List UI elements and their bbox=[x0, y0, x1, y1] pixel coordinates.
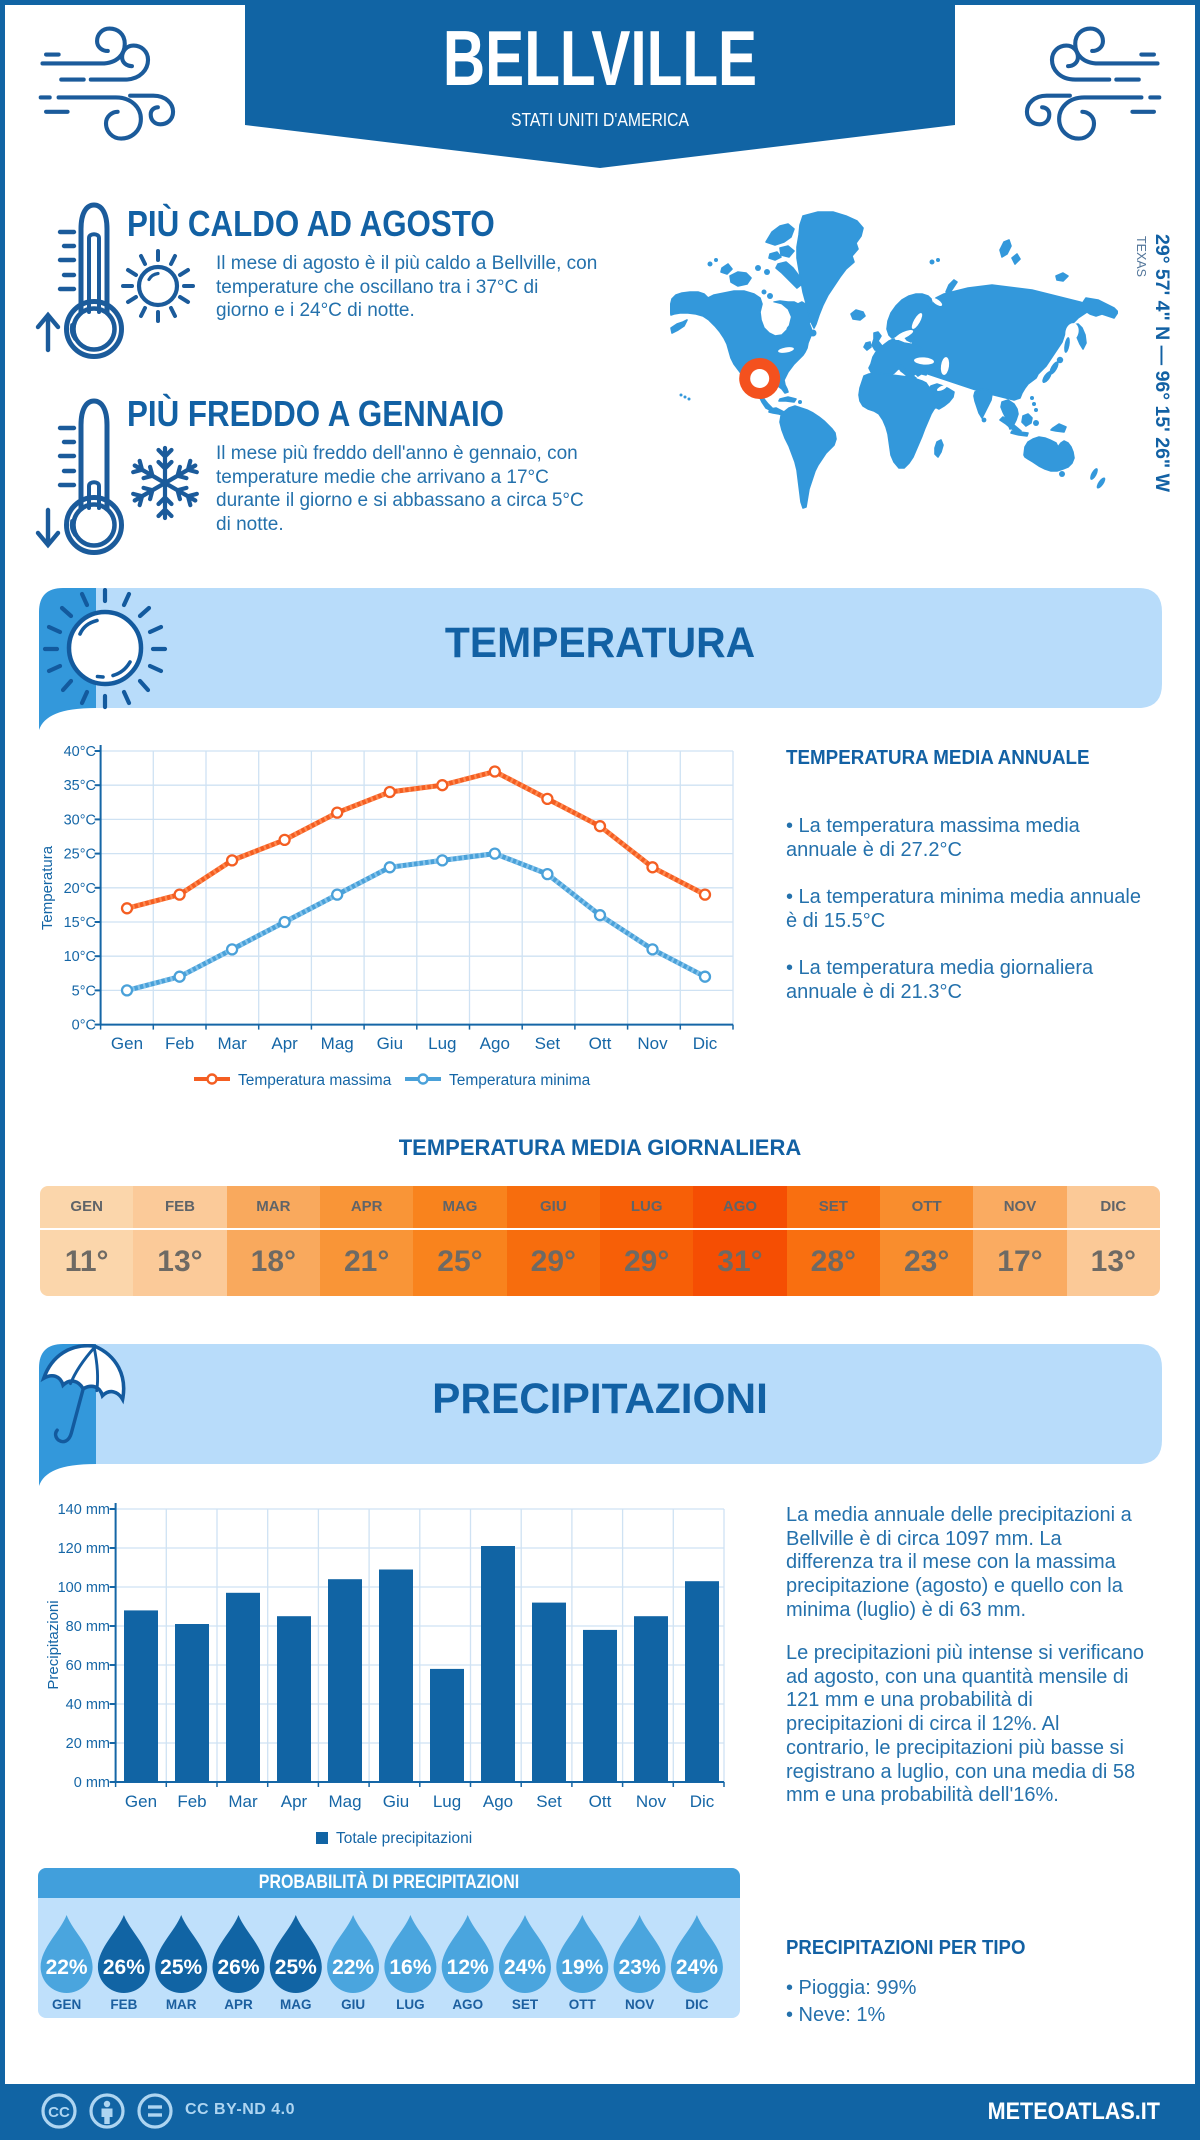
svg-text:25°C: 25°C bbox=[64, 847, 96, 863]
svg-text:Mag: Mag bbox=[328, 1792, 361, 1811]
svg-text:26%: 26% bbox=[103, 1956, 145, 1979]
svg-text:FEB: FEB bbox=[110, 1997, 137, 2012]
svg-text:0 mm: 0 mm bbox=[74, 1775, 110, 1791]
svg-text:CC: CC bbox=[48, 2104, 70, 2121]
svg-text:10°C: 10°C bbox=[64, 949, 96, 965]
svg-text:25%: 25% bbox=[160, 1956, 202, 1979]
svg-text:GIU: GIU bbox=[341, 1997, 365, 2012]
svg-text:Gen: Gen bbox=[125, 1792, 157, 1811]
svg-text:Dic: Dic bbox=[690, 1792, 715, 1811]
svg-text:AGO: AGO bbox=[452, 1997, 483, 2012]
svg-text:LUG: LUG bbox=[396, 1997, 425, 2012]
svg-text:0°C: 0°C bbox=[72, 1018, 96, 1034]
svg-text:Temperatura minima: Temperatura minima bbox=[449, 1072, 591, 1089]
svg-text:40°C: 40°C bbox=[64, 744, 96, 760]
svg-text:24%: 24% bbox=[676, 1956, 718, 1979]
svg-text:26%: 26% bbox=[217, 1956, 259, 1979]
svg-text:Temperatura massima: Temperatura massima bbox=[238, 1072, 392, 1089]
svg-text:APR: APR bbox=[224, 1997, 253, 2012]
svg-text:Lug: Lug bbox=[433, 1792, 461, 1811]
svg-text:12%: 12% bbox=[447, 1956, 489, 1979]
svg-text:35°C: 35°C bbox=[64, 778, 96, 794]
svg-text:Feb: Feb bbox=[165, 1034, 194, 1053]
svg-text:25%: 25% bbox=[275, 1956, 317, 1979]
svg-text:Ott: Ott bbox=[589, 1792, 612, 1811]
svg-text:Nov: Nov bbox=[636, 1792, 667, 1811]
svg-text:SET: SET bbox=[512, 1997, 539, 2012]
svg-text:20°C: 20°C bbox=[64, 881, 96, 897]
svg-text:Gen: Gen bbox=[111, 1034, 143, 1053]
svg-text:Ago: Ago bbox=[483, 1792, 513, 1811]
svg-text:80 mm: 80 mm bbox=[66, 1619, 110, 1635]
svg-text:Nov: Nov bbox=[637, 1034, 668, 1053]
svg-text:OTT: OTT bbox=[569, 1997, 597, 2012]
svg-text:Mar: Mar bbox=[228, 1792, 258, 1811]
svg-text:40 mm: 40 mm bbox=[66, 1697, 110, 1713]
svg-text:19%: 19% bbox=[561, 1956, 603, 1979]
svg-text:NOV: NOV bbox=[625, 1997, 654, 2012]
svg-text:GEN: GEN bbox=[52, 1997, 81, 2012]
svg-text:Set: Set bbox=[535, 1034, 561, 1053]
svg-text:Mag: Mag bbox=[321, 1034, 354, 1053]
svg-text:MAG: MAG bbox=[280, 1997, 312, 2012]
svg-text:Ago: Ago bbox=[480, 1034, 510, 1053]
svg-text:140 mm: 140 mm bbox=[58, 1502, 110, 1518]
svg-text:16%: 16% bbox=[389, 1956, 431, 1979]
svg-text:24%: 24% bbox=[504, 1956, 546, 1979]
svg-text:5°C: 5°C bbox=[72, 983, 96, 999]
svg-text:15°C: 15°C bbox=[64, 915, 96, 931]
svg-text:Lug: Lug bbox=[428, 1034, 456, 1053]
svg-text:Mar: Mar bbox=[217, 1034, 247, 1053]
svg-text:100 mm: 100 mm bbox=[58, 1580, 110, 1596]
svg-text:Apr: Apr bbox=[271, 1034, 298, 1053]
svg-text:Feb: Feb bbox=[177, 1792, 206, 1811]
svg-text:Dic: Dic bbox=[693, 1034, 718, 1053]
svg-text:20 mm: 20 mm bbox=[66, 1736, 110, 1752]
svg-text:DIC: DIC bbox=[685, 1997, 709, 2012]
svg-text:Precipitazioni: Precipitazioni bbox=[45, 1600, 62, 1689]
svg-text:22%: 22% bbox=[46, 1956, 88, 1979]
svg-text:22%: 22% bbox=[332, 1956, 374, 1979]
svg-text:60 mm: 60 mm bbox=[66, 1658, 110, 1674]
svg-text:Set: Set bbox=[536, 1792, 562, 1811]
svg-text:Totale precipitazioni: Totale precipitazioni bbox=[336, 1830, 472, 1847]
svg-text:Giu: Giu bbox=[383, 1792, 409, 1811]
svg-text:Giu: Giu bbox=[377, 1034, 403, 1053]
svg-text:Apr: Apr bbox=[281, 1792, 308, 1811]
svg-text:MAR: MAR bbox=[166, 1997, 197, 2012]
svg-text:30°C: 30°C bbox=[64, 812, 96, 828]
svg-text:Temperatura: Temperatura bbox=[39, 845, 56, 930]
svg-text:Ott: Ott bbox=[589, 1034, 612, 1053]
svg-text:23%: 23% bbox=[619, 1956, 661, 1979]
svg-text:120 mm: 120 mm bbox=[58, 1541, 110, 1557]
